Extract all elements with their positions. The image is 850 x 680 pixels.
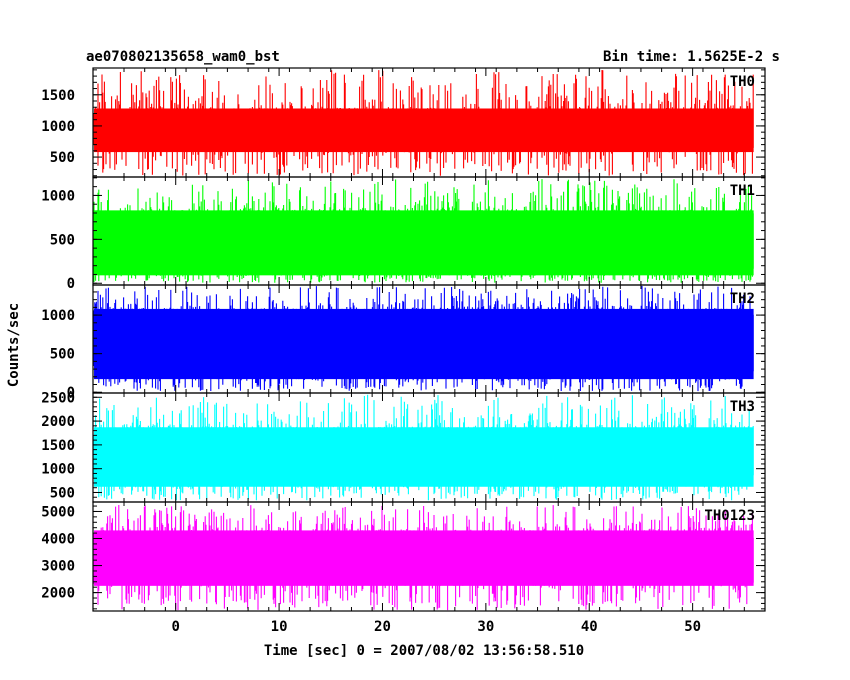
panel-th0: 500 1000 1500 TH0 (41, 67, 766, 178)
panel-label-th1: TH1 (730, 183, 755, 199)
y-tick-label: 500 (50, 485, 75, 501)
x-tick-label: 40 (581, 619, 598, 635)
x-tick-label: 30 (477, 619, 494, 635)
y-tick-label: 2500 (41, 390, 75, 406)
x-tick-label: 50 (684, 619, 701, 635)
series-band-th1 (94, 210, 754, 276)
panel-label-th2: TH2 (730, 291, 755, 307)
panel-th2: 0 500 1000 TH2 (41, 284, 766, 401)
x-tick-label: 10 (271, 619, 288, 635)
series-band-th0123 (94, 530, 754, 586)
y-tick-label: 1000 (41, 119, 75, 135)
y-tick-label: 1500 (41, 438, 75, 454)
y-tick-label: 2000 (41, 414, 75, 430)
y-tick-label: 500 (50, 150, 75, 166)
panel-label-th0123: TH0123 (704, 508, 755, 524)
y-tick-label: 5000 (41, 504, 75, 520)
series-band-th0 (94, 108, 754, 153)
bin-time-label: Bin time: 1.5625E-2 s (603, 49, 780, 65)
chart-title: ae070802135658_wam0_bst (86, 49, 280, 65)
y-tick-label: 3000 (41, 559, 75, 575)
y-tick-label: 4000 (41, 532, 75, 548)
panel-th3: 500 1000 1500 2000 2500 TH3 (41, 390, 766, 503)
y-tick-label: 1000 (41, 308, 75, 324)
panel-th1: 0 500 1000 TH1 (41, 176, 766, 292)
y-tick-label: 0 (67, 385, 75, 401)
y-tick-label: 1000 (41, 462, 75, 478)
series-band-th2 (94, 308, 754, 380)
y-tick-label: 500 (50, 232, 75, 248)
x-axis: 0 10 20 30 40 50 (171, 619, 701, 635)
x-tick-label: 20 (374, 619, 391, 635)
x-tick-label: 0 (171, 619, 179, 635)
panel-label-th0: TH0 (730, 74, 755, 90)
y-tick-label: 1000 (41, 188, 75, 204)
y-tick-label: 0 (67, 276, 75, 292)
y-tick-label: 500 (50, 347, 75, 363)
x-axis-label: Time [sec] 0 = 2007/08/02 13:56:58.510 (264, 643, 584, 659)
y-tick-label: 1500 (41, 88, 75, 104)
panel-label-th3: TH3 (730, 399, 755, 415)
y-tick-label: 2000 (41, 586, 75, 602)
series-band-th3 (94, 427, 754, 487)
panel-th0123: 2000 3000 4000 5000 TH0123 (41, 501, 766, 612)
y-axis-label: Counts/sec (6, 303, 22, 387)
panels: 500 1000 1500 TH0 0 500 1000 TH1 0 500 1000 TH2 500 1… (41, 67, 766, 612)
panel-frame (92, 501, 766, 612)
